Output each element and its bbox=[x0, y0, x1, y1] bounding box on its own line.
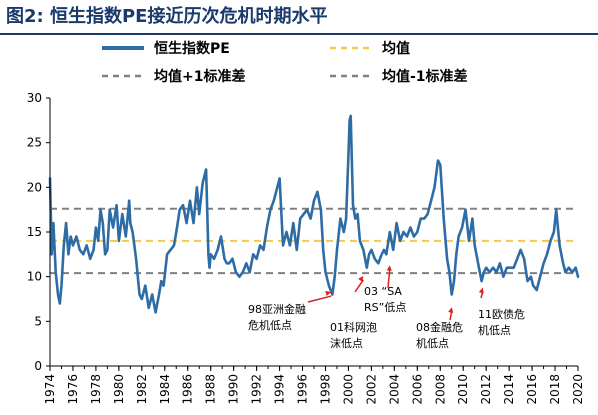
annotation-arrow-head bbox=[386, 265, 392, 271]
y-tick-label: 10 bbox=[27, 270, 42, 284]
x-tick-label: 1994 bbox=[273, 374, 287, 405]
annotation-arrow-head bbox=[478, 287, 484, 294]
x-tick-label: 2004 bbox=[387, 374, 401, 405]
x-tick-label: 1992 bbox=[250, 374, 264, 405]
x-tick-label: 2000 bbox=[341, 374, 355, 405]
y-tick-label: 30 bbox=[27, 91, 42, 105]
annotation-text: 机低点 bbox=[416, 336, 449, 350]
x-tick-label: 2012 bbox=[479, 374, 493, 405]
x-tick-label: 2014 bbox=[502, 374, 516, 405]
annotation-arrow-shaft bbox=[387, 269, 391, 289]
x-tick-label: 1986 bbox=[181, 374, 195, 405]
x-tick-label: 2020 bbox=[571, 374, 585, 405]
x-tick-label: 1998 bbox=[318, 374, 332, 405]
y-tick-label: 0 bbox=[34, 359, 42, 373]
y-tick-label: 15 bbox=[27, 225, 42, 239]
figure-title: 图2: 恒生指数PE接近历次危机时期水平 bbox=[6, 6, 328, 27]
annotation-text: 01科网泡 bbox=[330, 320, 377, 334]
annotation-arrow-shaft bbox=[307, 295, 332, 303]
series-line-pe bbox=[48, 114, 580, 314]
x-tick-label: 2002 bbox=[364, 374, 378, 405]
x-tick-label: 1978 bbox=[89, 374, 103, 405]
series-layer bbox=[48, 114, 580, 314]
annotation-text: 机低点 bbox=[478, 323, 511, 337]
y-tick-label: 5 bbox=[34, 314, 42, 328]
x-tick-label: 1988 bbox=[204, 374, 218, 405]
x-tick-label: 2010 bbox=[456, 374, 470, 405]
legend-label-0: 恒生指数PE bbox=[154, 40, 230, 57]
x-tick-label: 2018 bbox=[548, 374, 562, 405]
annotation-text: RS”低点 bbox=[364, 301, 406, 314]
annotation-arrow-shaft bbox=[354, 279, 364, 293]
annotation-arrow-head bbox=[448, 307, 454, 314]
axes: 0 5 10 15 20 25 30 1974 1976 1978 1980 1982 1984 1986… bbox=[27, 91, 585, 405]
x-tick-label: 1980 bbox=[112, 374, 126, 405]
x-tick-label: 1990 bbox=[227, 374, 241, 405]
x-tick-label: 1976 bbox=[66, 374, 80, 405]
annotation-text: 08金融危 bbox=[416, 320, 463, 334]
annotation-arrow-shaft bbox=[449, 311, 453, 321]
annotation-text: 危机低点 bbox=[248, 318, 292, 332]
x-tick-label: 1974 bbox=[43, 374, 57, 405]
annotation-arrow-head bbox=[358, 275, 364, 282]
y-tick-label: 25 bbox=[27, 136, 42, 150]
legend-label-1: 均值 bbox=[382, 40, 410, 57]
legend-label-2: 均值+1标准差 bbox=[154, 68, 245, 85]
annotation-text: 98亚洲金融 bbox=[248, 302, 306, 316]
x-tick-label: 2016 bbox=[525, 374, 539, 405]
x-tick-label: 2006 bbox=[410, 374, 424, 405]
annotation-arrow-head bbox=[325, 290, 332, 296]
x-tick-label: 1984 bbox=[158, 374, 172, 405]
annotation-text: 沫低点 bbox=[330, 337, 363, 350]
annotation-text: 03 “SA bbox=[364, 285, 402, 298]
x-tick-label: 1996 bbox=[296, 374, 310, 405]
annotation-text: 11欧债危 bbox=[478, 307, 525, 321]
legend-label-3: 均值-1标准差 bbox=[382, 68, 468, 85]
y-tick-label: 20 bbox=[27, 180, 42, 194]
x-tick-label: 1982 bbox=[135, 374, 149, 405]
title-rule bbox=[0, 33, 598, 35]
x-tick-label: 2008 bbox=[433, 374, 447, 405]
